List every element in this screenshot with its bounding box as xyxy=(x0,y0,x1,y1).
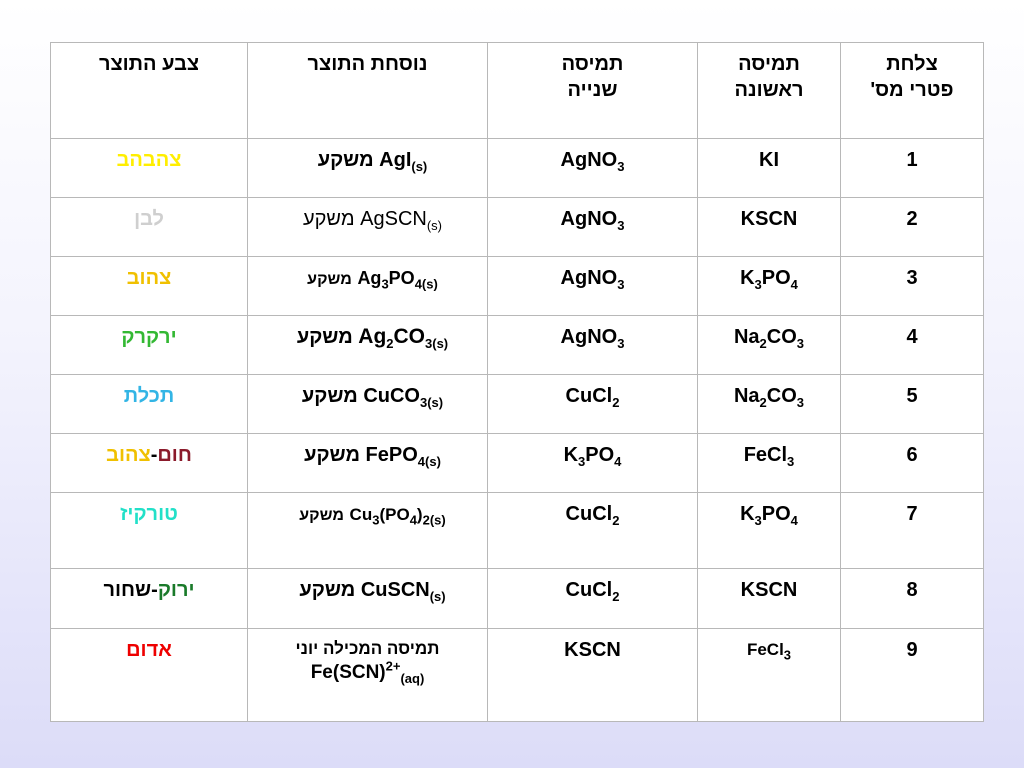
table-row: 3 K3PO4 AgNO3 Ag3PO4(s) משקע צהוב xyxy=(50,256,984,316)
first-solution: KSCN xyxy=(697,197,841,257)
table-row: 9 FeCl3 KSCN תמיסה המכילה יוני Fe(SCN)2+… xyxy=(50,628,984,722)
header-product-color: צבע התוצר xyxy=(50,42,248,139)
second-solution: KSCN xyxy=(487,628,698,722)
product-formula: Ag2CO3(s) משקע xyxy=(247,315,488,375)
table-row: 6 FeCl3 K3PO4 FePO4(s) משקע חום-צהוב xyxy=(50,433,984,493)
product-color: תכלת xyxy=(50,374,248,434)
product-formula: CuSCN(s) משקע xyxy=(247,568,488,629)
product-color: צהבהב xyxy=(50,138,248,198)
product-formula: תמיסה המכילה יוני Fe(SCN)2+(aq) xyxy=(247,628,488,722)
product-formula: AgSCN(s) משקע xyxy=(247,197,488,257)
product-formula: FePO4(s) משקע xyxy=(247,433,488,493)
precipitate-label: משקע xyxy=(296,326,353,348)
color-text: צהוב xyxy=(126,267,172,289)
formula: Ag3PO4(s) xyxy=(357,268,438,292)
first-solution: KI xyxy=(697,138,841,198)
first-solution: FeCl3 xyxy=(697,433,841,493)
formula: Ag2CO3(s) xyxy=(358,325,449,352)
first-solution: Na2CO3 xyxy=(697,374,841,434)
color-text-yellow: צהוב xyxy=(106,444,151,466)
plate-number: 1 xyxy=(840,138,984,198)
second-solution: CuCl2 xyxy=(487,492,698,569)
precipitate-label: משקע xyxy=(301,385,358,407)
color-text-black: שחור xyxy=(103,579,152,601)
product-color: ירוק-שחור xyxy=(50,568,248,629)
table-row: 2 KSCN AgNO3 AgSCN(s) משקע לבן xyxy=(50,197,984,257)
color-text: טורקיז xyxy=(120,503,178,525)
table-row: 7 K3PO4 CuCl2 Cu3(PO4)2(s) משקע טורקיז xyxy=(50,492,984,569)
plate-number: 4 xyxy=(840,315,984,375)
reactions-table: צלחת פטרי מס' תמיסה ראשונה תמיסה שנייה נ… xyxy=(50,42,984,722)
precipitate-label: משקע xyxy=(304,444,360,466)
second-solution: AgNO3 xyxy=(487,138,698,198)
plate-number: 8 xyxy=(840,568,984,629)
second-solution: AgNO3 xyxy=(487,315,698,375)
formula: Cu3(PO4)2(s) xyxy=(349,505,446,528)
header-second-solution: תמיסה שנייה xyxy=(487,42,698,139)
precipitate-label: משקע xyxy=(299,579,356,601)
color-separator: - xyxy=(150,444,158,466)
precipitate-label: משקע xyxy=(302,208,355,230)
product-formula: CuCO3(s) משקע xyxy=(247,374,488,434)
header-row: צלחת פטרי מס' תמיסה ראשונה תמיסה שנייה נ… xyxy=(50,42,984,139)
precipitate-label: משקע xyxy=(299,507,344,524)
table-row: 1 KI AgNO3 AgI(s) משקע צהבהב xyxy=(50,138,984,198)
first-solution: K3PO4 xyxy=(697,492,841,569)
color-text: צהבהב xyxy=(116,149,182,171)
first-solution: K3PO4 xyxy=(697,256,841,316)
precipitate-label: משקע xyxy=(317,149,374,171)
color-text: תכלת xyxy=(123,385,175,407)
second-solution: K3PO4 xyxy=(487,433,698,493)
formula: AgI(s) xyxy=(379,149,428,174)
header-product-formula: נוסחת התוצר xyxy=(247,42,488,139)
plate-number: 9 xyxy=(840,628,984,722)
product-color: ירקרק xyxy=(50,315,248,375)
color-text-brown: חום xyxy=(157,444,192,466)
header-plate: צלחת פטרי מס' xyxy=(840,42,984,139)
second-solution: CuCl2 xyxy=(487,568,698,629)
table-row: 8 KSCN CuCl2 CuSCN(s) משקע ירוק-שחור xyxy=(50,568,984,629)
plate-number: 7 xyxy=(840,492,984,569)
first-solution: FeCl3 xyxy=(697,628,841,722)
formula: AgSCN(s) xyxy=(360,208,443,233)
product-color: לבן xyxy=(50,197,248,257)
table-row: 4 Na2CO3 AgNO3 Ag2CO3(s) משקע ירקרק xyxy=(50,315,984,375)
plate-number: 2 xyxy=(840,197,984,257)
plate-number: 5 xyxy=(840,374,984,434)
formula: FePO4(s) xyxy=(365,444,441,469)
formula: CuCO3(s) xyxy=(363,385,444,410)
color-text: לבן xyxy=(134,208,164,230)
table-row: 5 Na2CO3 CuCl2 CuCO3(s) משקע תכלת xyxy=(50,374,984,434)
product-color: טורקיז xyxy=(50,492,248,569)
product-formula: AgI(s) משקע xyxy=(247,138,488,198)
precipitate-label: משקע xyxy=(307,271,352,288)
header-first-solution: תמיסה ראשונה xyxy=(697,42,841,139)
color-text-green: ירוק xyxy=(157,579,195,601)
product-color: אדום xyxy=(50,628,248,722)
product-color: צהוב xyxy=(50,256,248,316)
formula: CuSCN(s) xyxy=(360,579,446,604)
color-separator: - xyxy=(151,579,158,601)
plate-number: 6 xyxy=(840,433,984,493)
product-color: חום-צהוב xyxy=(50,433,248,493)
solution-ions-label: תמיסה המכילה יוני xyxy=(295,639,440,658)
color-text: אדום xyxy=(126,639,172,661)
color-text: ירקרק xyxy=(121,326,177,348)
second-solution: AgNO3 xyxy=(487,256,698,316)
second-solution: CuCl2 xyxy=(487,374,698,434)
first-solution: KSCN xyxy=(697,568,841,629)
product-formula: Ag3PO4(s) משקע xyxy=(247,256,488,316)
formula: Fe(SCN)2+(aq) xyxy=(310,658,425,686)
product-formula: Cu3(PO4)2(s) משקע xyxy=(247,492,488,569)
second-solution: AgNO3 xyxy=(487,197,698,257)
first-solution: Na2CO3 xyxy=(697,315,841,375)
plate-number: 3 xyxy=(840,256,984,316)
